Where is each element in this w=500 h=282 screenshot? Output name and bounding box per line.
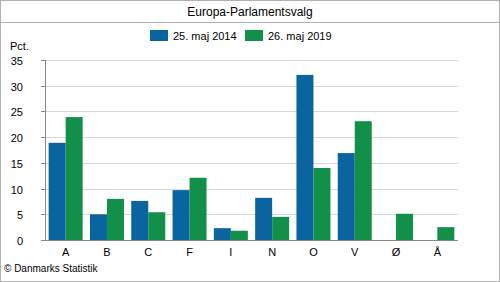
legend-label: 25. maj 2014 bbox=[173, 30, 237, 42]
bar bbox=[338, 153, 355, 240]
tick-mark bbox=[41, 214, 45, 215]
tick-mark bbox=[41, 163, 45, 164]
y-axis bbox=[45, 60, 46, 240]
bar bbox=[313, 168, 330, 240]
tick-label: 10 bbox=[11, 184, 23, 196]
bar bbox=[131, 201, 148, 240]
bar bbox=[272, 217, 289, 240]
source: © Danmarks Statistik bbox=[4, 263, 99, 274]
legend-label: 26. maj 2019 bbox=[268, 30, 332, 42]
category-label: N bbox=[268, 246, 276, 258]
bar bbox=[396, 214, 413, 240]
category-label: I bbox=[229, 246, 232, 258]
bar bbox=[148, 212, 165, 240]
bars bbox=[49, 75, 455, 240]
tick-label: 0 bbox=[17, 235, 23, 247]
tick-label: 30 bbox=[11, 81, 23, 93]
category-label: F bbox=[186, 246, 193, 258]
bar bbox=[296, 75, 313, 240]
bar bbox=[107, 199, 124, 240]
title-rule bbox=[0, 22, 500, 23]
grid-line bbox=[45, 137, 458, 138]
bar bbox=[214, 228, 231, 240]
category-label: O bbox=[309, 246, 318, 258]
tick-label: 35 bbox=[11, 55, 23, 67]
tick-label: 5 bbox=[17, 209, 23, 221]
frame bbox=[1, 1, 500, 282]
y-axis-label: Pct. bbox=[10, 40, 29, 52]
category-label: Å bbox=[434, 246, 442, 258]
category-label: A bbox=[62, 246, 70, 258]
bar bbox=[255, 198, 272, 240]
category-label: V bbox=[351, 246, 359, 258]
category-label: Ø bbox=[392, 246, 401, 258]
tick-label: 20 bbox=[11, 132, 23, 144]
tick-mark bbox=[41, 111, 45, 112]
bar bbox=[437, 227, 454, 240]
tick-mark bbox=[41, 189, 45, 190]
tick-mark bbox=[41, 86, 45, 87]
tick-label: 25 bbox=[11, 106, 23, 118]
bar bbox=[173, 190, 190, 240]
bar bbox=[355, 121, 372, 240]
tick-mark bbox=[41, 60, 45, 61]
bar bbox=[190, 178, 207, 240]
bar bbox=[49, 143, 66, 240]
bar bbox=[231, 231, 248, 240]
grid-line bbox=[45, 86, 458, 87]
legend-swatch bbox=[245, 30, 263, 41]
grid-line bbox=[45, 189, 458, 190]
chart: Europa-Parlamentsvalg 0 5 10 15 20 25 30 35 Pct. A… bbox=[0, 0, 500, 282]
tick-label: 15 bbox=[11, 158, 23, 170]
grid-line bbox=[45, 111, 458, 112]
grid-line bbox=[45, 240, 458, 241]
bar bbox=[90, 214, 107, 240]
tick-mark bbox=[41, 137, 45, 138]
category-label: C bbox=[144, 246, 152, 258]
bar bbox=[66, 117, 83, 240]
title: Europa-Parlamentsvalg bbox=[187, 5, 312, 19]
x-axis bbox=[45, 240, 458, 241]
grid-line bbox=[45, 163, 458, 164]
category-label: B bbox=[103, 246, 110, 258]
legend-swatch bbox=[150, 30, 168, 41]
tick-mark bbox=[41, 240, 45, 241]
grid-line bbox=[45, 60, 458, 61]
